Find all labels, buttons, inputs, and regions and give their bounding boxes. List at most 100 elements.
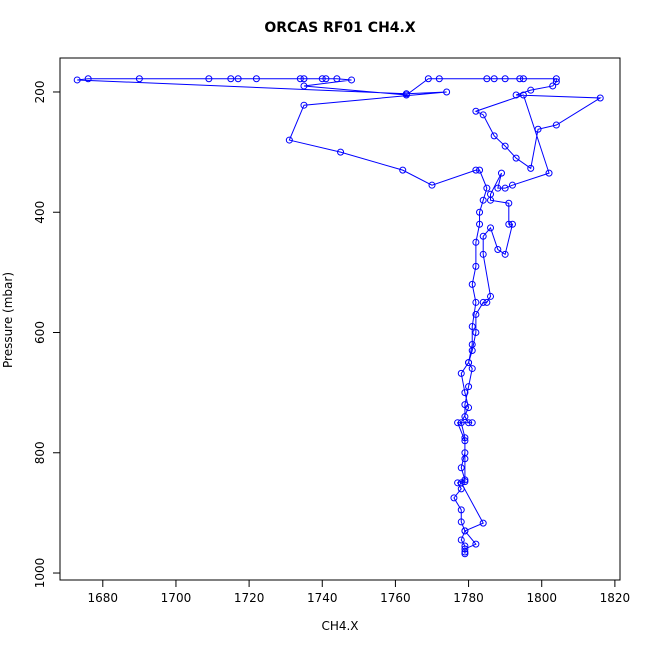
data-point: [461, 401, 469, 409]
data-point: [457, 518, 465, 526]
data-point: [534, 125, 542, 133]
data-point: [424, 75, 432, 83]
data-point: [461, 413, 469, 421]
data-point: [527, 164, 535, 172]
data-point: [461, 478, 469, 486]
data-point: [399, 166, 407, 174]
data-point: [476, 220, 484, 228]
data-point: [457, 536, 465, 544]
data-point: [479, 196, 487, 204]
x-tick-label: 1800: [526, 591, 557, 605]
data-point: [497, 169, 505, 177]
data-point: [461, 434, 469, 442]
data-point: [461, 545, 469, 553]
data-point: [552, 75, 560, 83]
data-point: [135, 75, 143, 83]
data-point: [552, 121, 560, 129]
data-point: [472, 298, 480, 306]
data-point: [472, 328, 480, 336]
data-point: [487, 224, 495, 232]
data-point: [461, 550, 469, 558]
data-point: [508, 181, 516, 189]
data-point: [479, 298, 487, 306]
data-point: [501, 250, 509, 258]
data-point: [512, 91, 520, 99]
data-point: [508, 220, 516, 228]
y-tick-label: 200: [33, 81, 47, 104]
data-point: [205, 75, 213, 83]
x-tick-label: 1700: [161, 591, 192, 605]
data-point: [479, 111, 487, 119]
data-point: [457, 506, 465, 514]
data-point: [296, 75, 304, 83]
data-point: [468, 365, 476, 373]
data-point: [476, 208, 484, 216]
y-tick-label: 800: [33, 441, 47, 464]
x-tick-label: 1760: [380, 591, 411, 605]
data-point: [483, 184, 491, 192]
data-point: [318, 75, 326, 83]
data-point: [501, 184, 509, 192]
data-point: [300, 82, 308, 90]
data-point: [457, 464, 465, 472]
data-point: [472, 540, 480, 548]
data-point: [465, 383, 473, 391]
data-point: [487, 292, 495, 300]
data-point: [468, 347, 476, 355]
data-point: [472, 310, 480, 318]
data-point: [505, 220, 513, 228]
data-point: [468, 322, 476, 330]
data-point: [472, 107, 480, 115]
data-line: [77, 78, 602, 554]
y-tick-label: 400: [33, 201, 47, 224]
data-point: [461, 437, 469, 445]
data-point: [457, 419, 465, 427]
data-point: [476, 166, 484, 174]
y-axis-label: Pressure (mbar): [1, 272, 15, 368]
data-point: [435, 75, 443, 83]
data-point: [402, 91, 410, 99]
data-point: [461, 455, 469, 463]
data-point: [552, 78, 560, 86]
data-point: [468, 280, 476, 288]
data-point: [483, 298, 491, 306]
data-point: [84, 75, 92, 83]
data-point: [461, 527, 469, 535]
data-point: [501, 142, 509, 150]
data-point: [490, 75, 498, 83]
y-tick-label: 600: [33, 321, 47, 344]
data-point: [234, 75, 242, 83]
data-point: [322, 75, 330, 83]
data-point: [519, 75, 527, 83]
data-point: [428, 181, 436, 189]
x-tick-label: 1820: [600, 591, 631, 605]
data-point: [465, 359, 473, 367]
data-point: [549, 82, 557, 90]
data-point: [227, 75, 235, 83]
data-point: [461, 389, 469, 397]
y-tick-label: 1000: [33, 558, 47, 589]
data-point: [494, 184, 502, 192]
data-point: [300, 75, 308, 83]
data-point: [596, 94, 604, 102]
data-point: [487, 196, 495, 204]
data-point: [457, 479, 465, 487]
x-tick-label: 1720: [234, 591, 265, 605]
plot-frame: [59, 57, 621, 581]
x-tick-label: 1780: [453, 591, 484, 605]
data-point: [505, 199, 513, 207]
data-point: [483, 75, 491, 83]
data-point: [465, 419, 473, 427]
data-point: [516, 75, 524, 83]
data-point: [468, 419, 476, 427]
data-point: [479, 519, 487, 527]
data-point: [479, 232, 487, 240]
data-point: [443, 88, 451, 96]
data-point: [450, 494, 458, 502]
data-point: [454, 479, 462, 487]
data-point: [333, 75, 341, 83]
data-point: [348, 76, 356, 84]
data-point: [545, 169, 553, 177]
